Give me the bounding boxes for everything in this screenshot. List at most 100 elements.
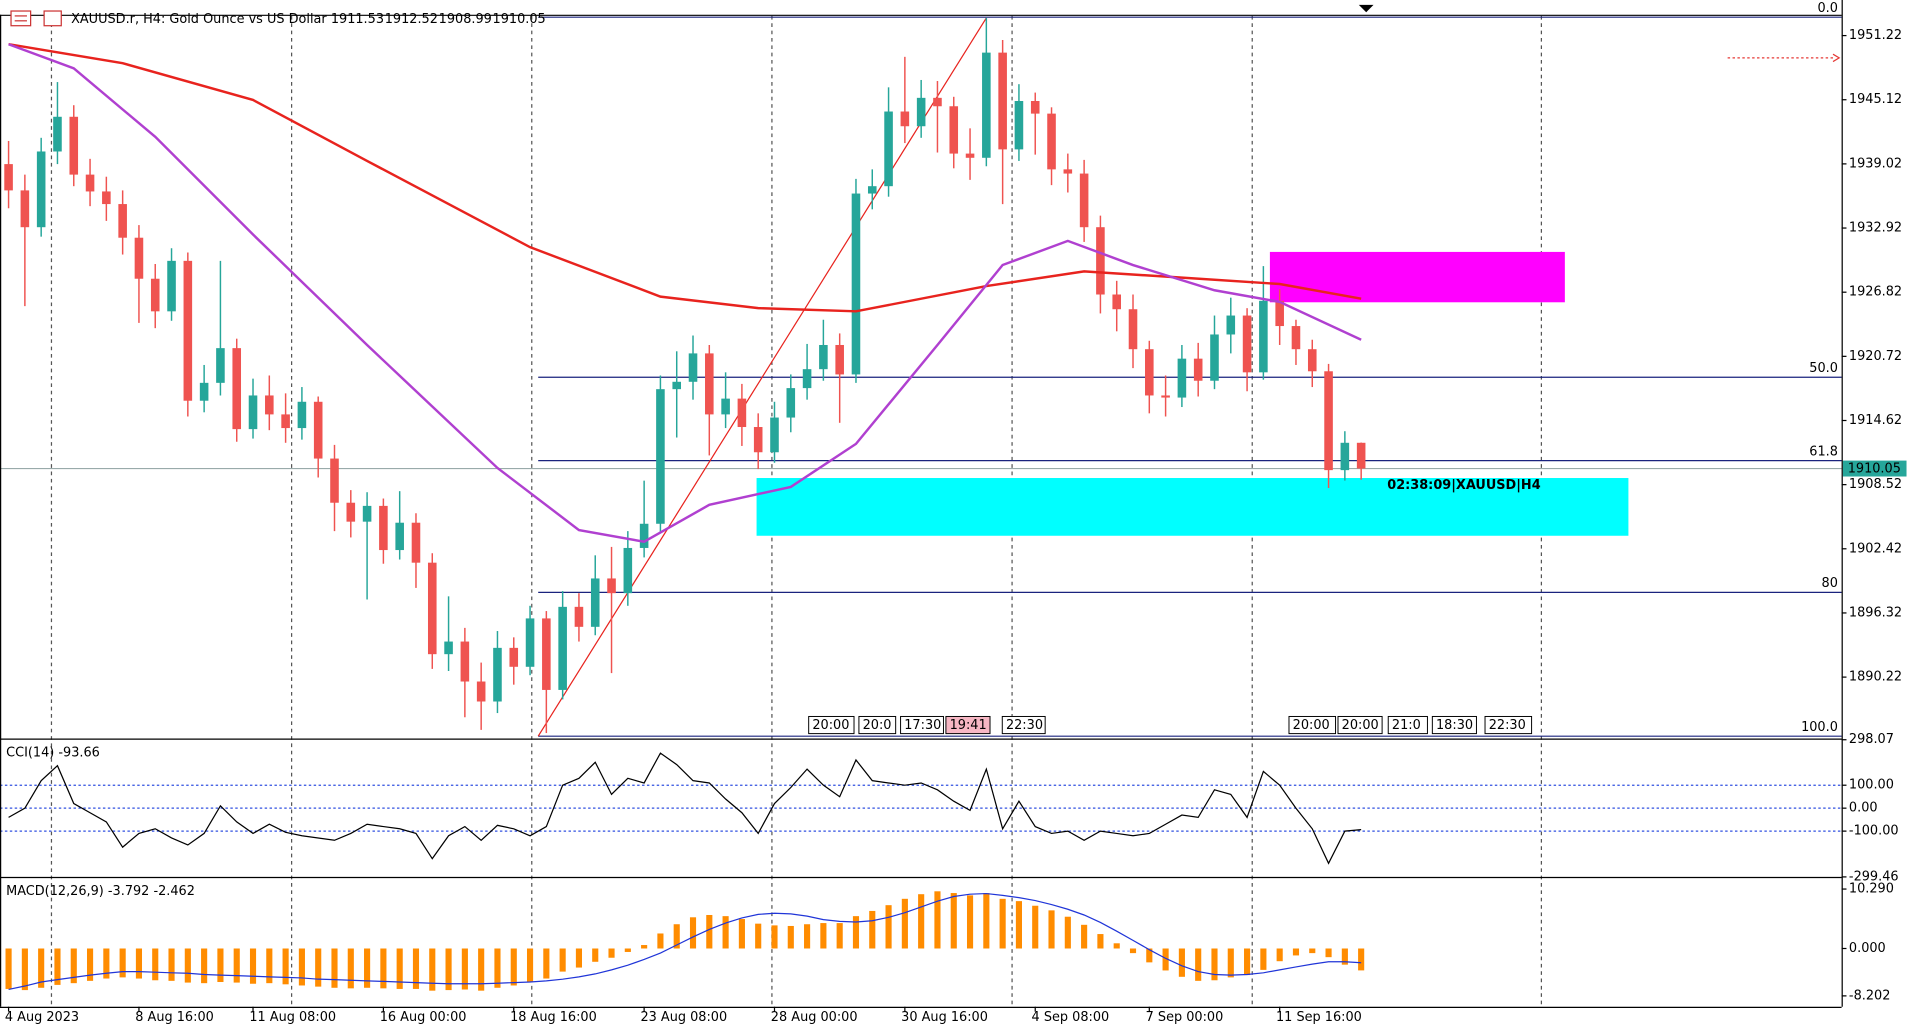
histogram-bar: [152, 948, 159, 981]
candle-body: [281, 414, 290, 429]
candle-body: [916, 97, 926, 127]
alert-arrow: [1832, 53, 1841, 63]
time-marker: 22:30: [1489, 718, 1526, 733]
candle-body: [36, 151, 46, 228]
histogram-bar: [201, 948, 208, 984]
candle-body: [85, 174, 95, 192]
candle-body: [688, 353, 698, 382]
histogram-bar: [787, 925, 794, 949]
chart-icon[interactable]: [43, 10, 62, 27]
trendline: [537, 17, 987, 737]
histogram-bar: [103, 948, 110, 979]
moving-average: [8, 43, 1362, 313]
y-tick-label: 0.00: [1849, 801, 1878, 816]
histogram-bar: [673, 924, 680, 949]
histogram-bar: [804, 924, 811, 949]
candle-body: [590, 578, 600, 627]
histogram-bar: [1146, 948, 1153, 963]
candle-body: [1242, 315, 1252, 373]
menu-icon[interactable]: [10, 10, 32, 27]
time-marker: 20:00: [1342, 718, 1379, 733]
x-tick-label: 16 Aug 00:00: [380, 1010, 467, 1025]
candle-body: [737, 398, 747, 428]
histogram-bar: [934, 891, 941, 949]
y-tick-label: 1951.22: [1849, 28, 1902, 43]
candle-body: [216, 348, 225, 383]
moving-average: [8, 43, 1362, 543]
candle-body: [672, 381, 682, 390]
candle-body: [607, 578, 616, 594]
candle-body: [4, 164, 13, 191]
histogram-bar: [1195, 948, 1202, 981]
ohlc-value: 1910.05: [493, 12, 546, 27]
histogram-bar: [608, 948, 615, 958]
fib-label: 0.0: [1817, 1, 1837, 16]
candle-body: [509, 647, 519, 667]
time-marker: 20:00: [1293, 718, 1330, 733]
candle-body: [1177, 358, 1187, 398]
candle-body: [982, 52, 991, 158]
candle-body: [232, 348, 242, 430]
candle-body: [134, 237, 144, 279]
candle-body: [427, 562, 437, 655]
time-marker-box: [1288, 715, 1337, 735]
time-marker-box: [1484, 715, 1533, 735]
histogram-bar: [86, 948, 94, 981]
y-tick-label: 100.00: [1849, 778, 1894, 793]
histogram-bar: [478, 948, 485, 991]
candle-body: [1210, 334, 1219, 381]
histogram-bar: [624, 948, 631, 952]
histogram-bar: [510, 948, 517, 986]
histogram-bar: [21, 948, 28, 991]
fib-label: 61.8: [1809, 445, 1838, 460]
time-marker: 17:30: [904, 718, 941, 733]
candle-body: [1340, 442, 1350, 471]
candle-body: [1112, 294, 1122, 310]
histogram-bar: [1292, 948, 1300, 956]
symbol-title: XAUUSD.r, H4: Gold Ounce vs US Dollar: [71, 12, 327, 27]
candle-body: [1307, 349, 1317, 372]
histogram-bar: [315, 948, 322, 987]
histogram-bar: [168, 948, 175, 981]
candle-body: [770, 417, 779, 453]
candle-body: [167, 260, 176, 312]
histogram-bar: [918, 894, 925, 949]
x-tick-label: 11 Sep 16:00: [1276, 1010, 1362, 1025]
candle-body: [933, 97, 942, 107]
histogram-bar: [429, 948, 436, 991]
histogram-bar: [1244, 948, 1251, 976]
candle-body: [1096, 227, 1105, 295]
candle-body: [330, 458, 339, 503]
histogram-bar: [885, 905, 892, 949]
candle-body: [1193, 358, 1203, 381]
histogram-bar: [559, 948, 566, 972]
shift-marker: [1358, 4, 1374, 13]
histogram-bar: [249, 948, 257, 984]
histogram-bar: [1162, 948, 1169, 971]
x-tick-label: 4 Aug 2023: [5, 1010, 79, 1025]
candle-body: [753, 427, 763, 453]
histogram-bar: [592, 948, 599, 962]
histogram-bar: [445, 948, 452, 991]
y-tick-label: 1914.62: [1849, 413, 1902, 428]
candle-body: [199, 382, 209, 401]
histogram-bar: [526, 948, 534, 983]
time-marker-box: [1387, 715, 1428, 735]
candle-body: [867, 186, 877, 194]
histogram-bar: [266, 948, 273, 984]
histogram-bar: [950, 893, 957, 949]
candle-body: [444, 641, 453, 655]
candle-body: [183, 260, 193, 401]
candle-body: [1356, 442, 1366, 469]
time-marker: 22:30: [1006, 718, 1043, 733]
fib-label: 50.0: [1809, 361, 1838, 376]
time-marker: 21:0: [1392, 718, 1421, 733]
histogram-bar: [706, 914, 713, 949]
histogram-bar: [461, 948, 468, 990]
time-marker-box: [945, 715, 991, 735]
candle-body: [476, 681, 486, 702]
candle-body: [1226, 315, 1236, 335]
